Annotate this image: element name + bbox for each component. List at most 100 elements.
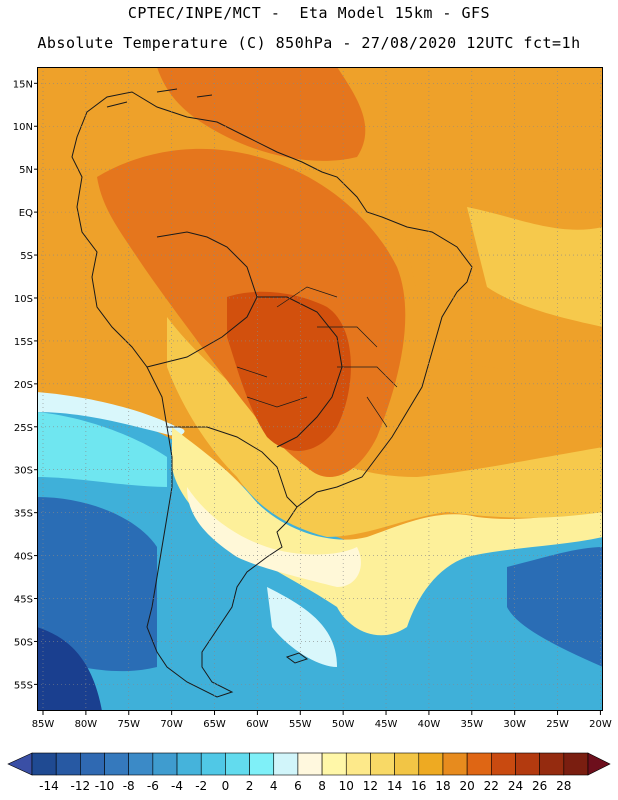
latitude-label: 25S	[14, 423, 33, 434]
colorbar-label: -8	[123, 779, 135, 793]
map-title-line-1: CPTEC/INPE/MCT - Eta Model 15km - GFS	[127, 4, 491, 22]
latitude-label: 5N	[19, 165, 33, 176]
latitude-label: 45S	[14, 595, 33, 606]
latitude-labels: 15N 10N 5N EQ 5S 10S 15S 20S 25S 30S 35S 40S 45S 50S 5…	[13, 79, 37, 691]
colorbar-label: -6	[147, 779, 159, 793]
latitude-label: 35S	[14, 509, 33, 520]
colorbar-label: -4	[171, 779, 183, 793]
graticule	[37, 67, 603, 711]
colorbar-label: -10	[95, 779, 115, 793]
colorbar-label: 22	[484, 779, 499, 793]
colorbar-label: 6	[294, 779, 302, 793]
latitude-label: 50S	[14, 637, 33, 648]
longitude-label: 40W	[418, 719, 441, 730]
colorbar-swatch	[442, 752, 468, 776]
field-warm	[167, 317, 603, 537]
colorbar-swatch	[394, 752, 420, 776]
colorbar-label: 20	[459, 779, 474, 793]
colorbar-label: 26	[532, 779, 547, 793]
state-borders	[236, 286, 398, 428]
colorbar-swatch	[345, 752, 371, 776]
latitude-label: 20S	[14, 380, 33, 391]
colorbar-swatch	[321, 752, 347, 776]
latitude-label: 15N	[13, 79, 33, 90]
temperature-field	[37, 67, 603, 711]
colorbar-label: 8	[318, 779, 326, 793]
field-warm-tongue	[172, 427, 603, 636]
temperature-map	[37, 67, 603, 711]
colorbar-swatch	[563, 752, 589, 776]
longitude-label: 20W	[589, 719, 612, 730]
colorbar-label: 16	[411, 779, 426, 793]
colorbar-swatch	[128, 752, 154, 776]
longitude-label: 35W	[460, 719, 483, 730]
colorbar: -14 -12 -10 -8 -6 -4 -2 0 2 4 6 8 10 12 14 16 18 20 22 24 26…	[7, 752, 611, 793]
field-hotter-north	[157, 67, 366, 161]
field-mild	[37, 412, 167, 487]
field-neutral	[187, 487, 361, 587]
longitude-label: 45W	[375, 719, 398, 730]
longitude-label: 70W	[160, 719, 183, 730]
longitude-label: 80W	[75, 719, 98, 730]
field-warm-northeast	[467, 207, 603, 327]
colorbar-swatch	[200, 752, 226, 776]
colorbar-swatch	[418, 752, 444, 776]
longitude-label: 30W	[503, 719, 526, 730]
longitude-labels: 85W 80W 75W 70W 65W 60W 55W 50W 45W 40W 35W 30W 25W 2…	[32, 711, 612, 730]
colorbar-swatch	[225, 752, 250, 776]
map-title-line-2: Absolute Temperature (C) 850hPa - 27/08/…	[37, 34, 581, 52]
colorbar-swatch	[515, 752, 540, 776]
colorbar-label: 10	[339, 779, 354, 793]
field-light	[37, 392, 185, 437]
colorbar-label: 2	[246, 779, 254, 793]
colorbar-swatch	[273, 752, 299, 776]
coastlines	[71, 88, 473, 698]
colorbar-label: 24	[508, 779, 523, 793]
map-frame	[37, 67, 603, 711]
latitude-label: 55S	[14, 680, 33, 691]
colorbar-swatch	[370, 752, 395, 776]
colorbar-swatch	[466, 752, 492, 776]
colorbar-label: -2	[195, 779, 207, 793]
longitude-label: 50W	[332, 719, 355, 730]
colorbar-swatch	[152, 752, 178, 776]
colorbar-swatch	[249, 752, 275, 776]
colorbar-label: 12	[363, 779, 378, 793]
colorbar-label: -14	[39, 779, 59, 793]
latitude-label: 15S	[14, 337, 33, 348]
longitude-label: 55W	[289, 719, 312, 730]
falklands	[285, 652, 309, 664]
longitude-label: 75W	[117, 719, 140, 730]
colorbar-label: 18	[435, 779, 450, 793]
colorbar-labels: -14 -12 -10 -8 -6 -4 -2 0 2 4 6 8 10 12 14 16 18 20 22 24 26…	[39, 779, 571, 793]
longitude-label: 65W	[203, 719, 226, 730]
field-hottest	[227, 291, 351, 451]
longitude-label: 25W	[546, 719, 569, 730]
colorbar-swatch	[176, 752, 202, 776]
field-cold	[37, 497, 157, 672]
longitude-label: 85W	[32, 719, 55, 730]
latitude-label: 30S	[14, 466, 33, 477]
field-light-south	[267, 587, 337, 667]
field-cold-deep	[37, 627, 102, 711]
colorbar-label: 0	[222, 779, 230, 793]
colorbar-swatch	[31, 752, 57, 776]
colorbar-label: 4	[270, 779, 278, 793]
longitude-label: 60W	[246, 719, 269, 730]
latitude-label: 40S	[14, 552, 33, 563]
argentina-border	[167, 426, 298, 508]
colorbar-swatch	[80, 752, 105, 776]
map-canvas	[37, 67, 603, 711]
latitude-label: 10S	[14, 294, 33, 305]
colorbar-max-arrow	[587, 752, 611, 776]
colorbar-swatch	[539, 752, 565, 776]
south-america-outline	[71, 91, 473, 698]
colorbar-label: 14	[387, 779, 402, 793]
colorbar-label: 28	[556, 779, 571, 793]
colorbar-swatches	[7, 752, 611, 776]
colorbar-min-arrow	[7, 752, 33, 776]
colorbar-swatch	[104, 752, 129, 776]
colorbar-label: -12	[71, 779, 91, 793]
colorbar-swatch	[297, 752, 323, 776]
colorbar-swatch	[491, 752, 516, 776]
